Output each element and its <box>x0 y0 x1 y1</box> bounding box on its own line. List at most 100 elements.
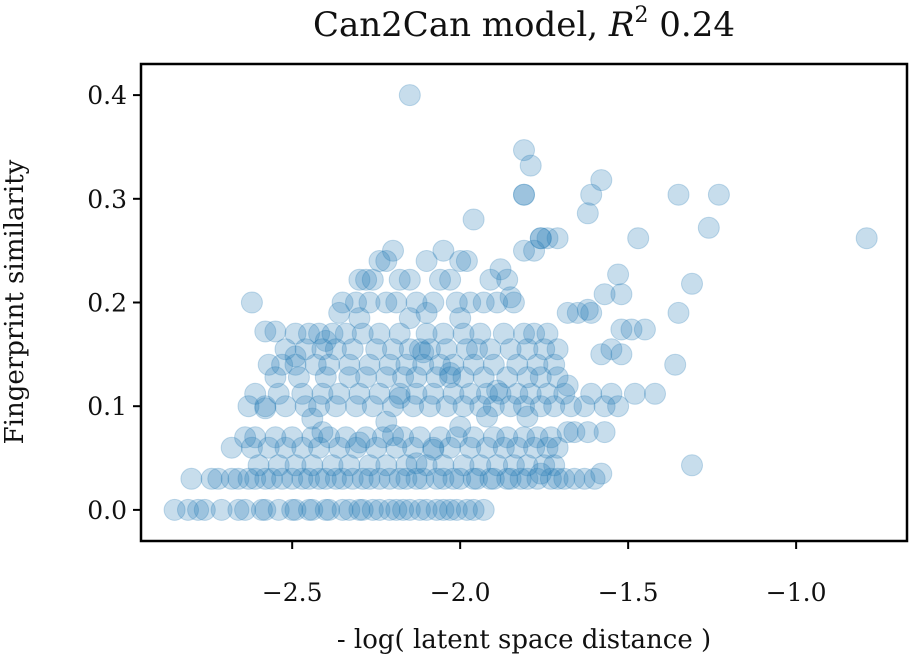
data-point <box>472 366 495 389</box>
data-point <box>311 338 334 361</box>
data-point <box>422 438 445 461</box>
data-point <box>237 395 260 418</box>
data-point <box>462 467 485 490</box>
data-point <box>476 405 498 428</box>
data-point <box>435 338 458 361</box>
data-point <box>220 467 243 490</box>
data-point <box>499 467 522 490</box>
data-point <box>432 239 455 262</box>
data-point <box>334 426 357 449</box>
data-point <box>580 301 603 324</box>
data-point <box>398 268 421 291</box>
data-point <box>402 436 425 459</box>
data-point <box>375 366 398 389</box>
data-point <box>281 498 304 521</box>
data-point <box>331 291 354 314</box>
data-point <box>368 322 391 345</box>
data-point <box>284 345 307 368</box>
data-point <box>378 353 401 376</box>
data-point <box>375 410 398 433</box>
data-point <box>479 338 502 361</box>
data-point <box>422 291 445 314</box>
data-point <box>274 436 297 459</box>
data-point <box>415 250 438 272</box>
data-point <box>513 426 535 449</box>
data-point <box>563 421 586 444</box>
data-point <box>422 436 445 459</box>
y-tick-label: 0.2 <box>87 289 127 318</box>
data-point <box>506 353 529 376</box>
data-point <box>449 467 472 490</box>
data-point <box>499 338 522 361</box>
data-point <box>442 467 465 490</box>
data-point <box>664 353 687 376</box>
data-point <box>351 498 374 521</box>
data-point <box>358 353 381 376</box>
data-point <box>271 353 294 376</box>
data-point <box>385 291 408 314</box>
data-point <box>855 227 878 250</box>
data-point <box>368 382 391 405</box>
data-point <box>207 467 230 490</box>
data-point <box>476 436 498 459</box>
data-point <box>623 382 646 405</box>
data-point <box>546 366 569 389</box>
data-point <box>489 382 512 405</box>
data-point <box>681 454 703 477</box>
data-point <box>382 424 404 447</box>
data-point <box>462 353 485 376</box>
data-point <box>412 467 435 490</box>
data-point <box>449 250 472 272</box>
data-point <box>553 467 576 490</box>
data-point <box>318 426 341 449</box>
data-point <box>546 436 569 459</box>
data-point <box>607 263 630 286</box>
data-point <box>398 307 421 330</box>
data-point <box>523 239 546 262</box>
data-point <box>395 353 418 376</box>
data-point <box>257 353 280 376</box>
data-point <box>516 454 539 477</box>
data-point <box>455 338 478 361</box>
data-point <box>593 395 616 418</box>
data-point <box>667 183 690 206</box>
data-point <box>492 322 515 345</box>
data-point <box>560 395 582 418</box>
data-point <box>348 268 371 291</box>
data-point <box>472 291 495 314</box>
data-point <box>338 353 361 376</box>
data-point <box>429 268 451 291</box>
data-point <box>234 498 257 521</box>
data-point <box>398 498 421 521</box>
data-point <box>580 183 603 206</box>
data-point <box>298 467 320 490</box>
data-point <box>435 395 458 418</box>
data-point <box>502 291 525 314</box>
data-point <box>220 436 243 459</box>
data-point <box>439 268 462 291</box>
data-point <box>519 154 542 177</box>
data-point <box>405 366 428 389</box>
data-point <box>291 436 314 459</box>
data-point <box>240 436 263 459</box>
data-point <box>314 467 337 490</box>
data-point <box>365 436 388 459</box>
data-point <box>469 454 492 477</box>
data-point <box>368 498 391 521</box>
data-point <box>536 436 559 459</box>
data-point <box>348 431 371 454</box>
data-point <box>388 268 411 291</box>
data-point <box>681 272 703 295</box>
x-axis-ticks: −2.5 −2.0 −1.5 −1.0 <box>262 541 826 607</box>
data-point <box>284 454 307 477</box>
data-point <box>482 426 505 449</box>
data-point <box>459 436 482 459</box>
data-point <box>308 395 331 418</box>
data-point <box>298 498 320 521</box>
data-point <box>311 421 334 444</box>
data-point <box>513 322 535 345</box>
data-point <box>496 366 519 389</box>
data-point <box>590 462 613 485</box>
data-point <box>308 436 331 459</box>
data-point <box>439 362 462 384</box>
